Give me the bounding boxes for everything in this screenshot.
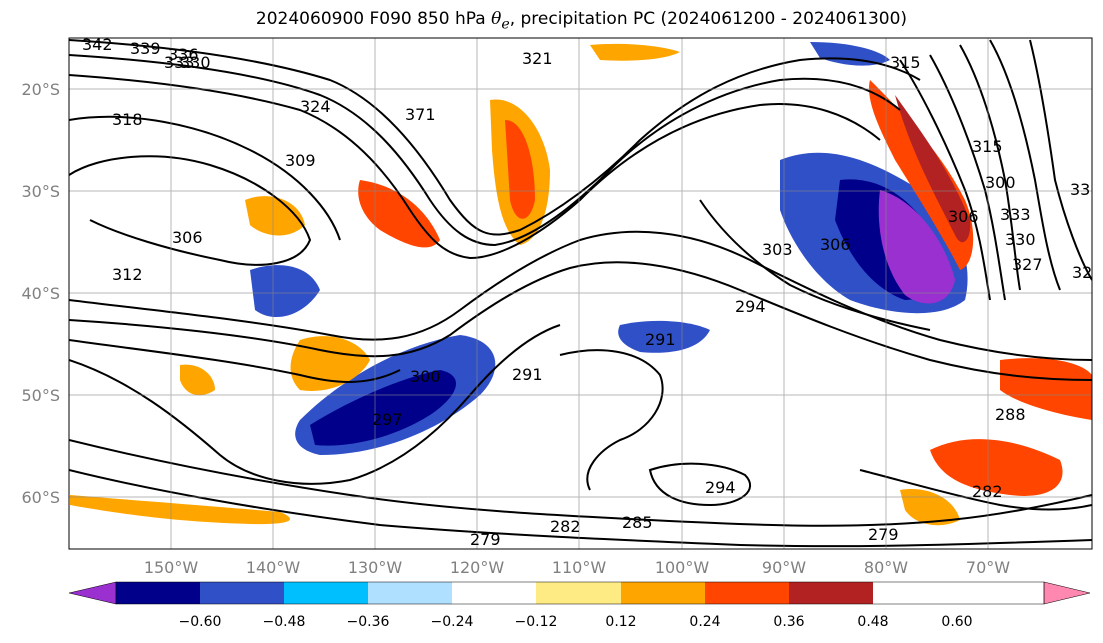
- contour-label: 288: [995, 405, 1026, 424]
- colorbar-bin: [789, 582, 873, 604]
- lon-label: 70°W: [966, 558, 1010, 577]
- colorbar-tick-label: 0.24: [689, 614, 720, 630]
- colorbar-tick-label: 0.36: [773, 614, 804, 630]
- lon-label: 150°W: [144, 558, 199, 577]
- lat-label: 30°S: [21, 182, 60, 201]
- colorbar-extend-high: [1043, 581, 1091, 605]
- colorbar: −0.60 −0.48 −0.36 −0.24 −0.12 0.12 0.24 …: [68, 581, 1091, 630]
- contour-label: 300: [410, 367, 441, 386]
- plot-frame: [68, 37, 1093, 550]
- map-title: 2024060900 F090 850 hPa θe, precipitatio…: [255, 9, 908, 33]
- contour-label: 371: [405, 105, 436, 124]
- contour-label: 333: [164, 53, 195, 72]
- contour-label: 291: [645, 330, 676, 349]
- colorbar-tick-label: −0.60: [179, 614, 222, 630]
- contour-label: 291: [512, 365, 543, 384]
- contour-label: 306: [172, 228, 203, 247]
- lon-label: 120°W: [450, 558, 505, 577]
- contour-label: 315: [890, 53, 921, 72]
- contour-label: 32: [1072, 263, 1092, 282]
- colorbar-bin: [536, 582, 621, 604]
- colorbar-tick-label: −0.12: [515, 614, 558, 630]
- colorbar-tick-label: 0.60: [941, 614, 972, 630]
- colorbar-tick-label: 0.48: [857, 614, 888, 630]
- lat-label: 60°S: [21, 488, 60, 507]
- contour-label: 321: [522, 49, 553, 68]
- contour-label: 327: [1012, 255, 1043, 274]
- contour-label: 282: [972, 482, 1003, 501]
- lon-label: 90°W: [762, 558, 806, 577]
- lon-label: 80°W: [864, 558, 908, 577]
- colorbar-bin: [116, 582, 200, 604]
- contour-label: 297: [372, 410, 403, 429]
- colorbar-bin: [368, 582, 452, 604]
- lat-label: 40°S: [21, 284, 60, 303]
- colorbar-bin: [200, 582, 284, 604]
- contour-label: 294: [705, 478, 736, 497]
- contour-label: 333: [1000, 205, 1031, 224]
- contour-label: 336: [1070, 180, 1101, 199]
- contour-label: 306: [820, 235, 851, 254]
- contour-label: 279: [868, 525, 899, 544]
- contour-label: 303: [762, 240, 793, 259]
- lon-label: 130°W: [348, 558, 403, 577]
- lat-label: 50°S: [21, 386, 60, 405]
- theta-e-contours: [69, 39, 1092, 548]
- lon-label: 140°W: [246, 558, 301, 577]
- colorbar-extend-low: [68, 581, 117, 605]
- colorbar-bin: [284, 582, 368, 604]
- contour-label: 336: [168, 45, 199, 64]
- colorbar-tick-label: −0.36: [347, 614, 390, 630]
- contour-label: 309: [285, 151, 316, 170]
- lon-axis: 150°W 140°W 130°W 120°W 110°W 100°W 90°W…: [144, 558, 1010, 577]
- contour-label: 306: [948, 207, 979, 226]
- colorbar-tick-label: −0.24: [431, 614, 474, 630]
- contour-label: 294: [735, 297, 766, 316]
- gridlines: [69, 38, 1092, 549]
- contour-label: 330: [1005, 230, 1036, 249]
- colorbar-bin: [452, 582, 536, 604]
- contour-label: 324: [300, 97, 331, 116]
- colorbar-tick-label: 0.12: [605, 614, 636, 630]
- contour-label: 315: [972, 137, 1003, 156]
- contour-label: 279: [470, 530, 501, 549]
- lat-label: 20°S: [21, 80, 60, 99]
- contour-label: 342: [82, 35, 113, 54]
- contour-label: 282: [550, 517, 581, 536]
- contour-labels: 342 339 336 333 330 321 318 315 324 309 …: [82, 35, 1101, 549]
- contour-label: 330: [180, 53, 211, 72]
- contour-label: 339: [130, 39, 161, 58]
- colorbar-bin: [621, 582, 705, 604]
- lon-label: 110°W: [552, 558, 607, 577]
- lon-label: 100°W: [655, 558, 710, 577]
- contour-label: 285: [622, 513, 653, 532]
- contour-label: 318: [112, 110, 143, 129]
- colorbar-tick-label: −0.48: [263, 614, 306, 630]
- contour-label: 300: [985, 173, 1016, 192]
- lat-axis: 20°S 30°S 40°S 50°S 60°S: [21, 80, 60, 507]
- colorbar-bin: [705, 582, 789, 604]
- contour-label: 312: [112, 265, 143, 284]
